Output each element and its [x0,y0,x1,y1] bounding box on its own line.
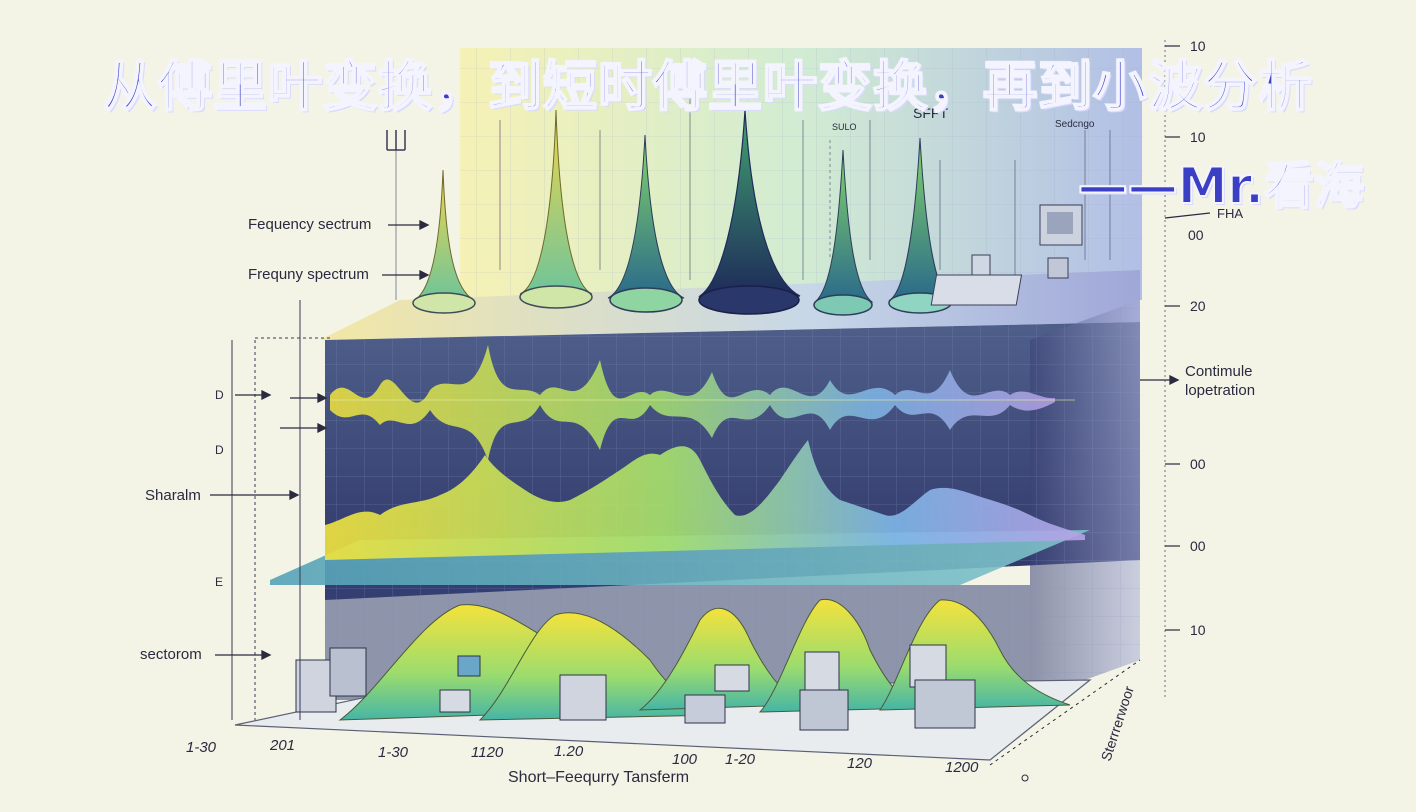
bottom-tick: 1120 [471,744,504,761]
tick-label-fha: FHA [1217,206,1243,221]
spike-2 [519,109,593,309]
frequency-spikes [386,90,1111,316]
label-frequency-spectrum-2: Frequny spectrum [248,266,369,283]
bottom-tick: 1-30 [378,744,409,761]
label-continue: Contimule [1185,363,1253,380]
stft-waveform [270,440,1090,585]
computer-equipment-bottom [295,644,976,731]
computer-equipment-top [930,204,1083,306]
tag-sfft: SFFT [913,105,948,121]
page-title: 从傅里叶变换，到短时傅里叶变换，再到小波分析 [102,54,1313,119]
label-frequency-spectrum-1: Fequency sectrum [248,216,371,233]
tag-sedcngo: Sedcngo [1055,119,1095,130]
label-operation: lopetration [1185,382,1255,399]
tick-label-2: 10 [1190,129,1206,145]
bottom-tick: 201 [269,737,295,754]
spike-3 [607,134,685,313]
bottom-tick: 100 [672,751,698,768]
bottom-tick: 1.20 [554,743,584,760]
bottom-tick: 1-30 [186,739,217,756]
left-guides [231,40,1166,720]
label-arrows [210,219,1180,661]
label-e: E [215,575,223,589]
spike-5 [813,149,874,316]
bottom-axis-ticks: 1-30 201 1-30 1120 1.20 100 1-20 120 120… [186,737,979,776]
bottom-tick: 1-20 [725,751,756,768]
spike-1 [412,169,476,314]
label-d-2: D [215,443,224,457]
tick-label-5: 00 [1190,456,1206,472]
label-sectorom: sectorom [140,646,202,663]
label-signal: Sharalm [145,487,201,504]
top-back-panel [460,48,1142,300]
right-ticks [1164,45,1211,631]
tick-label-4: 20 [1190,298,1206,314]
bottom-tick: 120 [847,755,873,772]
tick-label-1: 10 [1190,38,1206,54]
side-caption: Sterrrerwoor [1098,684,1137,763]
label-d-1: D [215,388,224,402]
tick-label-6: 00 [1190,538,1206,554]
tick-label-3: 00 [1188,227,1204,243]
spike-4 [698,109,801,315]
tick-label-7: 10 [1190,622,1206,638]
time-signal-wave [330,345,1075,460]
bottom-caption: Short–Feequrry Tansferm [508,769,689,786]
author-signature: ——Mr.看海 [1077,156,1365,216]
bottom-tick: 1200 [945,759,979,776]
tag-sulo: SULO [832,122,857,132]
